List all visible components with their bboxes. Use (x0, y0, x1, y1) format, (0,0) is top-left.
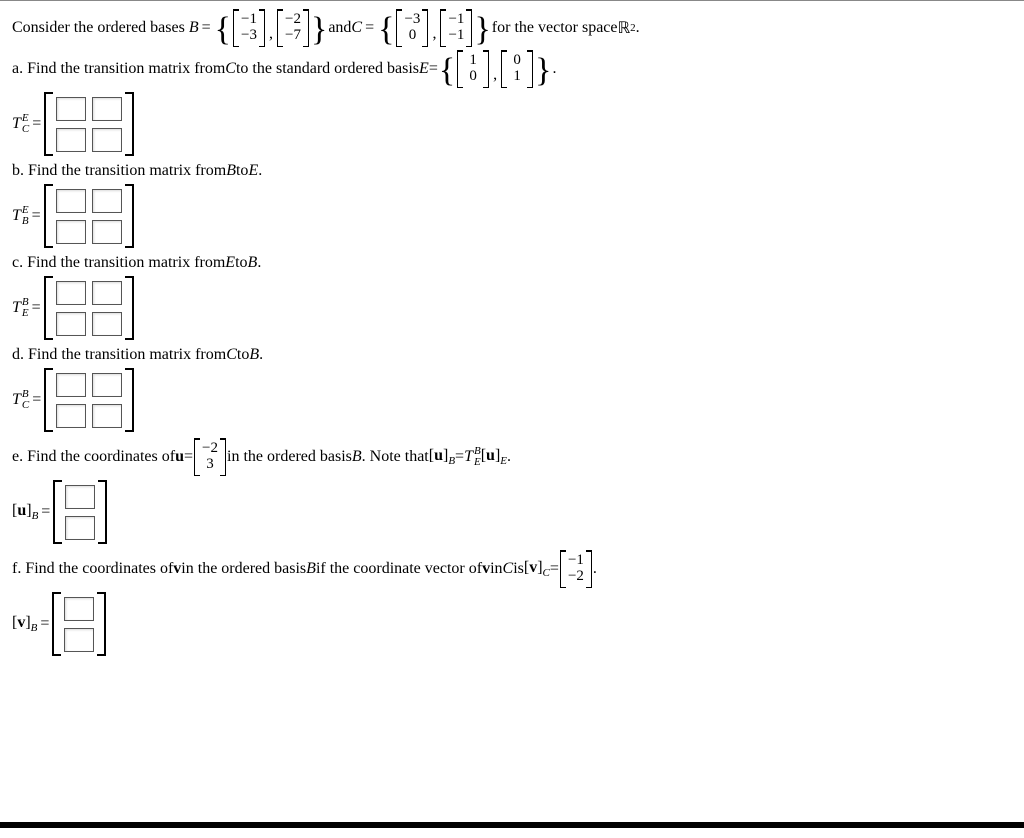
matrix-b-21[interactable] (56, 220, 86, 244)
comma: , (493, 66, 497, 88)
matrix-c-21[interactable] (56, 312, 86, 336)
answer-label-f: [v]B (12, 614, 37, 634)
vector-input-e (53, 480, 107, 544)
coord-u-E: [u]E (481, 447, 507, 467)
matrix-d-11[interactable] (56, 373, 86, 397)
transition-matrix-label-c: T BE (12, 297, 29, 319)
part-b-answer: T EB = (12, 184, 1012, 248)
matrix-input-a (44, 92, 134, 156)
vector-v-symbol: v (173, 560, 181, 578)
part-d-answer: T BC = (12, 368, 1012, 432)
matrix-c-22[interactable] (92, 312, 122, 336)
transition-matrix-label-e: T BE (464, 446, 481, 468)
matrix-b-22[interactable] (92, 220, 122, 244)
part-a-text: a. Find the transition matrix from C to … (12, 50, 1012, 88)
eq: = (365, 19, 374, 37)
matrix-d-12[interactable] (92, 373, 122, 397)
transition-matrix-label-a: T EC (12, 113, 29, 135)
basis-B-symbol: B (189, 19, 199, 37)
matrix-d-22[interactable] (92, 404, 122, 428)
part-c-text: c. Find the transition matrix from E to … (12, 254, 1012, 272)
answer-label-e: [u]B (12, 502, 38, 522)
part-e-answer: [u]B = (12, 480, 1012, 544)
vector-E1: 10 (457, 50, 489, 88)
vector-C2: −1−1 (440, 9, 472, 47)
basis-C-symbol: C (351, 19, 362, 37)
part-c-answer: T BE = (12, 276, 1012, 340)
transition-matrix-label-b: T EB (12, 205, 29, 227)
vector-vC-value: −1−2 (560, 550, 592, 588)
problem-page: Consider the ordered bases B = { −1−3 , … (0, 0, 1024, 828)
vector-E2: 01 (501, 50, 533, 88)
vector-u-value: −23 (194, 438, 226, 476)
matrix-a-21[interactable] (56, 128, 86, 152)
vector-input-f (52, 592, 106, 656)
matrix-input-b (44, 184, 134, 248)
part-f-answer: [v]B = (12, 592, 1012, 656)
period: . (636, 19, 640, 37)
part-a-answer: T EC = (12, 92, 1012, 156)
comma: , (269, 25, 273, 47)
matrix-a-12[interactable] (92, 97, 122, 121)
space-symbol: ℝ (618, 18, 631, 38)
intro-prefix: Consider the ordered bases (12, 19, 185, 37)
and-text: and (328, 19, 351, 37)
matrix-a-11[interactable] (56, 97, 86, 121)
vector-B1: −1−3 (233, 9, 265, 47)
vector-C1: −30 (396, 9, 428, 47)
part-f-text: f. Find the coordinates of v in the orde… (12, 550, 1012, 588)
vector-e-1[interactable] (65, 485, 95, 509)
part-e-text: e. Find the coordinates of u = −23 in th… (12, 438, 1012, 476)
matrix-d-21[interactable] (56, 404, 86, 428)
vector-u-symbol: u (175, 448, 184, 466)
matrix-c-12[interactable] (92, 281, 122, 305)
matrix-b-11[interactable] (56, 189, 86, 213)
comma: , (432, 25, 436, 47)
matrix-input-c (44, 276, 134, 340)
part-d-text: d. Find the transition matrix from C to … (12, 346, 1012, 364)
coord-u-B: [u]B (429, 447, 455, 467)
transition-matrix-label-d: T BC (12, 389, 29, 411)
intro-line: Consider the ordered bases B = { −1−3 , … (12, 9, 1012, 47)
coord-v-C: [v]C (524, 559, 550, 579)
for-text: for the vector space (492, 19, 618, 37)
matrix-input-d (44, 368, 134, 432)
vector-f-2[interactable] (64, 628, 94, 652)
vector-e-2[interactable] (65, 516, 95, 540)
matrix-c-11[interactable] (56, 281, 86, 305)
matrix-b-12[interactable] (92, 189, 122, 213)
matrix-a-22[interactable] (92, 128, 122, 152)
vector-f-1[interactable] (64, 597, 94, 621)
vector-B2: −2−7 (277, 9, 309, 47)
eq: = (202, 19, 211, 37)
part-b-text: b. Find the transition matrix from B to … (12, 162, 1012, 180)
